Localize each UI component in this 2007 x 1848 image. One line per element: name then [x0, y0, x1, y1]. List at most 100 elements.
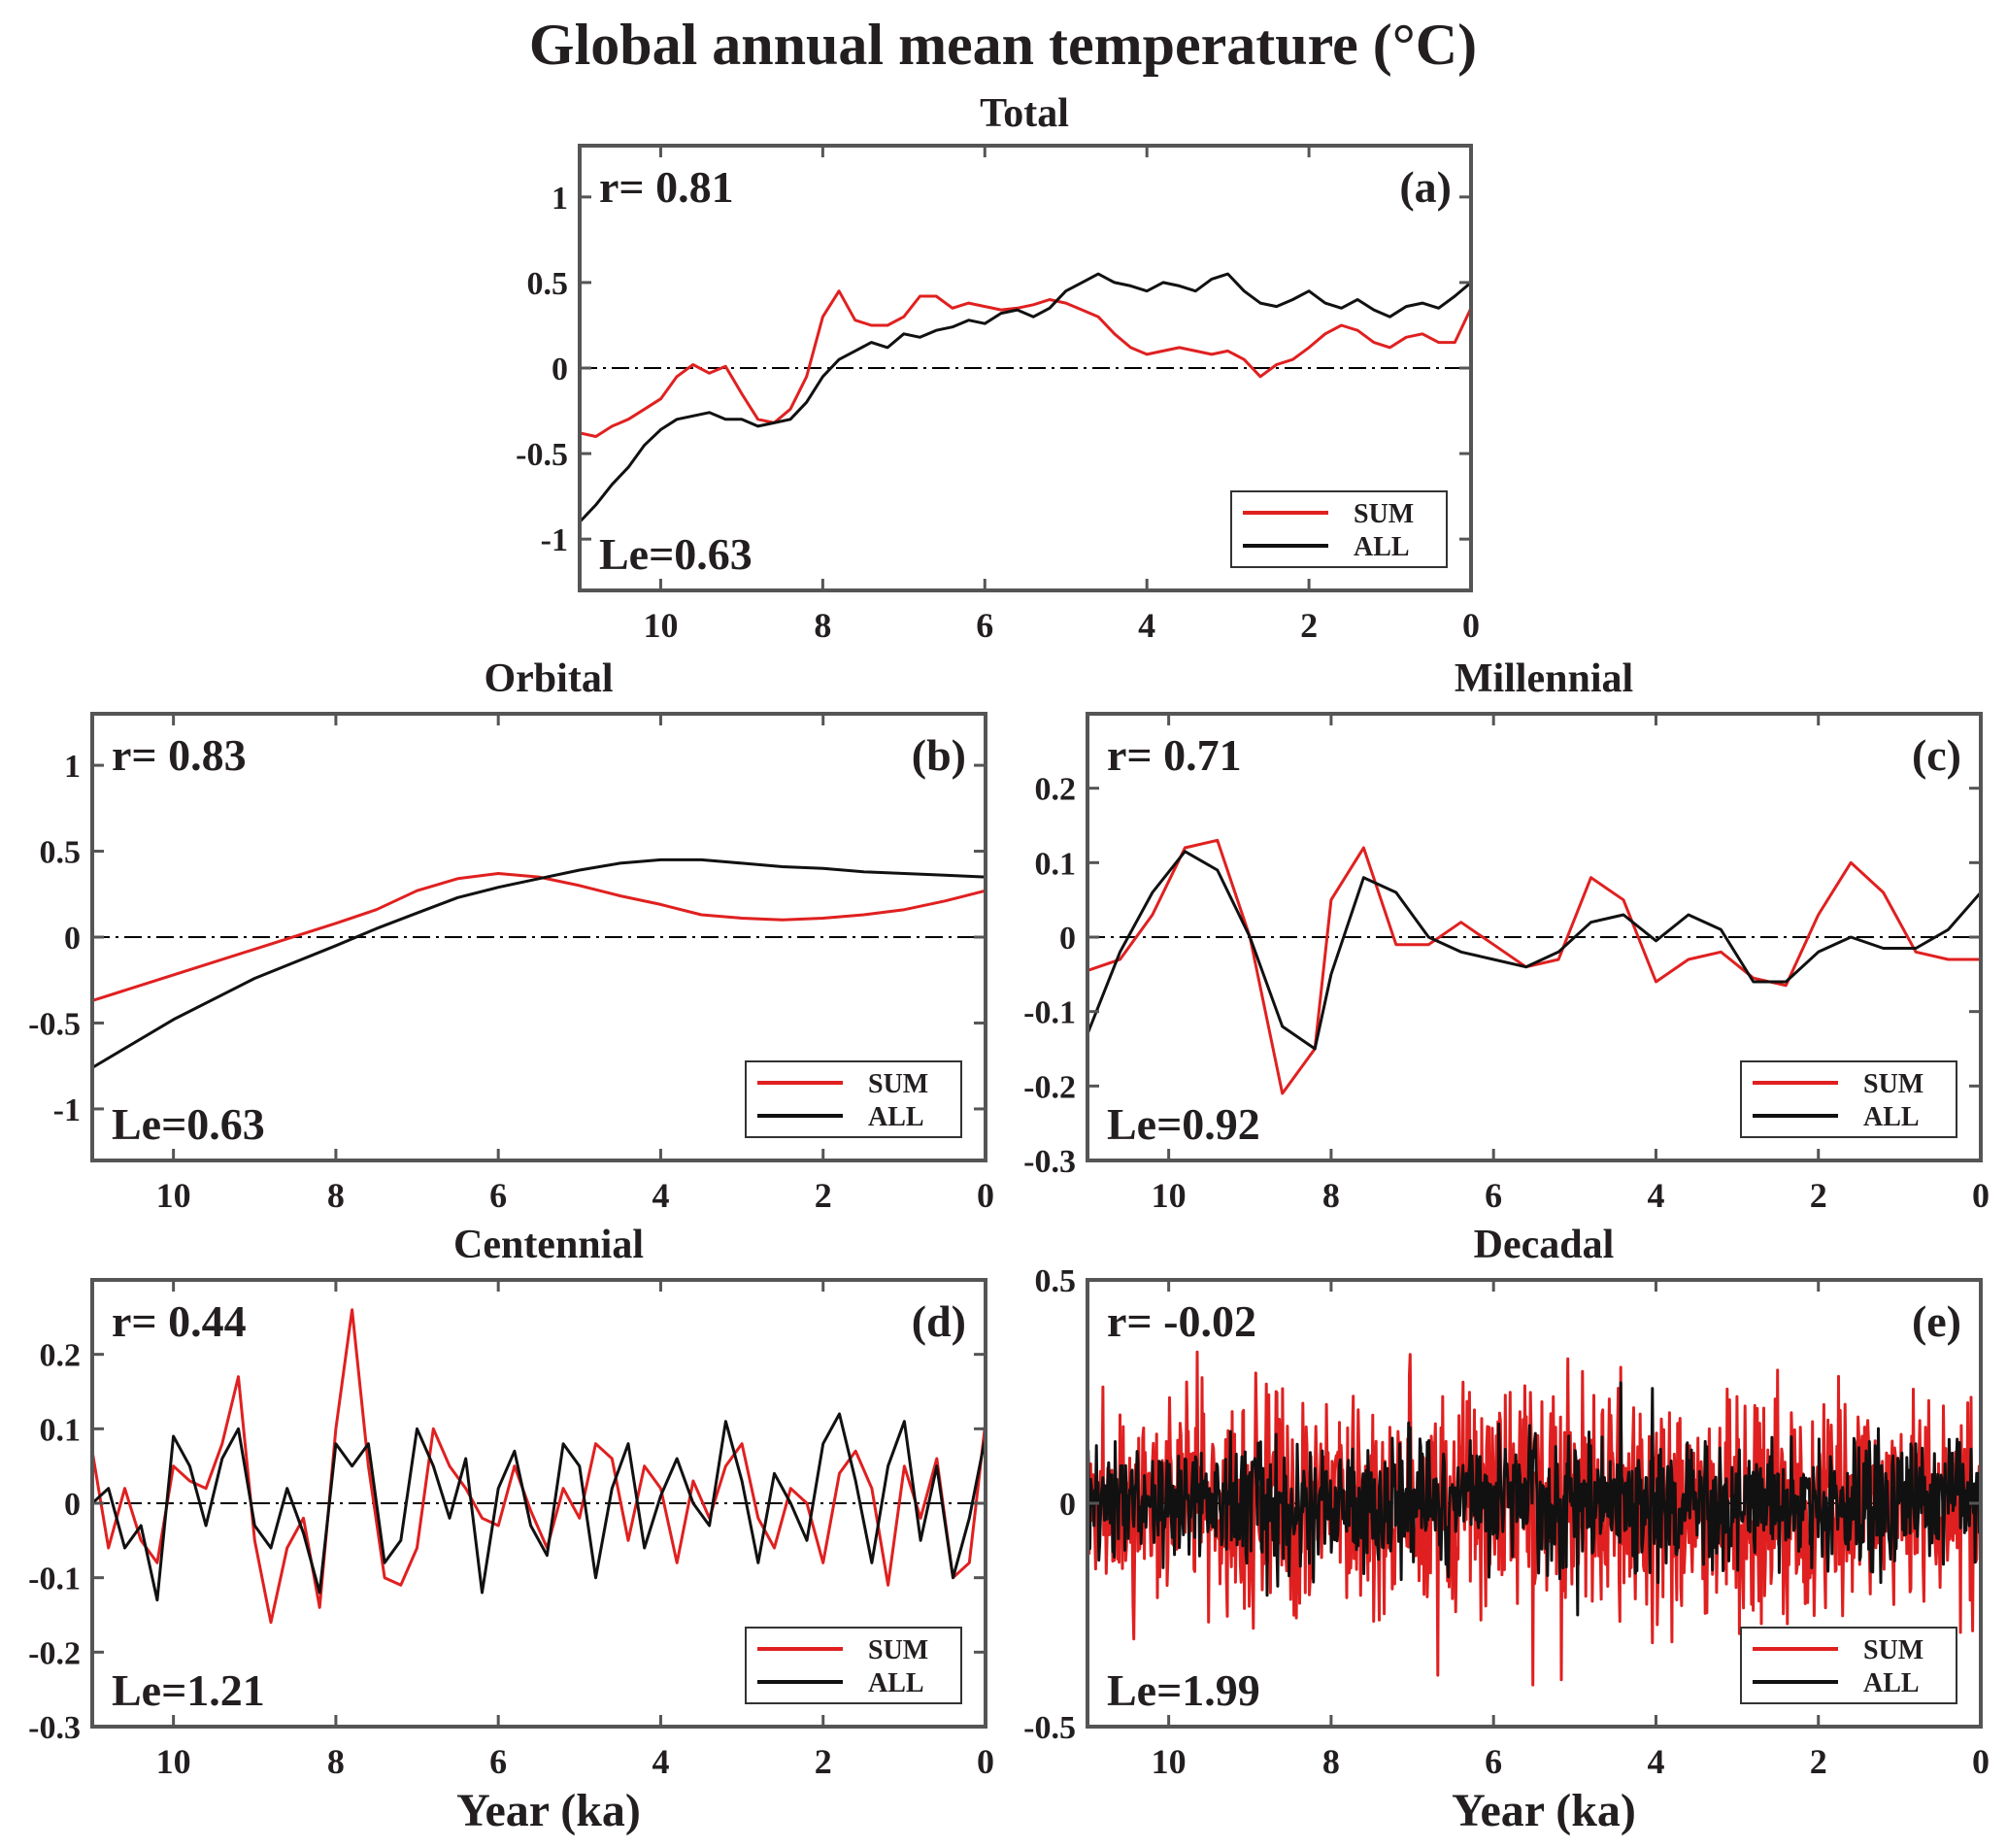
legend-label-all: ALL: [868, 1102, 924, 1132]
series-sum-line: [92, 872, 986, 1002]
panel-label: (d): [912, 1296, 966, 1346]
x-tick-label: 2: [815, 1742, 832, 1781]
x-tick-label: 8: [327, 1742, 345, 1781]
x-tick-label: 0: [977, 1742, 994, 1781]
x-tick-label: 4: [652, 1176, 669, 1215]
legend-label-all: ALL: [1354, 532, 1410, 562]
panel-e: Decadal Year (ka) 10 8 6 4 2 0 0.5 0 -0.5 r= -0.0…: [1023, 1223, 1990, 1836]
series-sum-line: [580, 289, 1471, 438]
x-tick-label: 10: [1152, 1176, 1187, 1215]
correlation-label: r= 0.81: [599, 162, 734, 212]
x-tick-label: 0: [977, 1176, 994, 1215]
correlation-label: r= -0.02: [1107, 1296, 1256, 1346]
legend-label-all: ALL: [1863, 1102, 1920, 1132]
correlation-label: r= 0.83: [112, 730, 247, 780]
legend-label-sum: SUM: [1863, 1635, 1923, 1665]
y-tick-label: -1: [53, 1092, 81, 1128]
panel-d: Centennial Year (ka) 10 8 6 4 2 0 0.2 0.1 0 -0.1 -…: [28, 1223, 994, 1836]
panel-e-xlabel: Year (ka): [1452, 1785, 1636, 1836]
y-tick-label: -0.1: [28, 1562, 81, 1597]
panel-b-title: Orbital: [485, 656, 614, 701]
y-tick-label: 0.1: [1035, 846, 1077, 882]
panel-d-xlabel: Year (ka): [456, 1785, 641, 1836]
x-tick-label: 4: [652, 1742, 669, 1781]
y-tick-label: -0.5: [516, 437, 568, 473]
x-tick-label: 10: [156, 1176, 191, 1215]
y-tick-label: 0.2: [1035, 772, 1077, 808]
series-all-line: [92, 1412, 986, 1602]
le-label: Le=0.63: [112, 1099, 265, 1149]
panel-a-title: Total: [980, 91, 1069, 136]
figure-title: Global annual mean temperature (°C): [529, 13, 1477, 77]
x-tick-label: 6: [489, 1742, 507, 1781]
legend-box: [745, 1627, 962, 1704]
y-tick-label: 0.5: [1035, 1263, 1077, 1299]
x-tick-label: 0: [1462, 606, 1480, 645]
x-tick-label: 8: [814, 606, 831, 645]
x-tick-label: 2: [1810, 1176, 1827, 1215]
y-tick-label: -0.5: [28, 1006, 81, 1042]
x-tick-label: 6: [1485, 1176, 1502, 1215]
legend-label-sum: SUM: [868, 1069, 928, 1099]
series-all-line: [1087, 850, 1981, 1051]
panel-a: Total 10 8 6 4 2 0 1 0.5 0 -0.5 -1 r= 0.81 (a) Le=0.6…: [516, 91, 1480, 645]
x-tick-label: 10: [1152, 1742, 1187, 1781]
le-label: Le=0.92: [1107, 1099, 1260, 1149]
panel-label: (a): [1399, 162, 1452, 212]
y-tick-label: -0.2: [28, 1635, 81, 1671]
legend-box: [1740, 1627, 1957, 1704]
panel-label: (e): [1912, 1296, 1961, 1346]
x-tick-label: 6: [976, 606, 993, 645]
panel-label: (c): [1912, 730, 1961, 780]
x-tick-label: 0: [1972, 1176, 1990, 1215]
y-tick-label: -0.3: [1023, 1144, 1076, 1180]
y-tick-label: -1: [541, 522, 568, 558]
legend-label-sum: SUM: [868, 1635, 928, 1665]
x-tick-label: 6: [1485, 1742, 1502, 1781]
x-tick-label: 2: [1300, 606, 1318, 645]
series-sum-line: [92, 1308, 986, 1625]
legend-label-sum: SUM: [1354, 499, 1414, 529]
correlation-label: r= 0.71: [1107, 730, 1242, 780]
panel-label: (b): [912, 730, 966, 780]
legend-box: [745, 1060, 962, 1138]
y-tick-label: -0.1: [1023, 995, 1076, 1031]
y-tick-label: -0.2: [1023, 1069, 1076, 1105]
y-tick-label: -0.5: [1023, 1710, 1076, 1746]
correlation-label: r= 0.44: [112, 1296, 247, 1346]
legend-label-all: ALL: [1863, 1668, 1920, 1698]
y-tick-label: 0: [64, 921, 81, 957]
y-tick-label: -0.3: [28, 1710, 81, 1746]
le-label: Le=0.63: [599, 529, 753, 579]
legend-box: [1740, 1060, 1957, 1138]
y-tick-label: 0: [1059, 1487, 1076, 1523]
y-tick-label: 0.5: [527, 266, 569, 302]
panel-d-title: Centennial: [453, 1223, 644, 1267]
panel-c: Millennial 10 8 6 4 2 0 0.2 0.1 0 -0.1 -0.2 -0.3 r= …: [1023, 656, 1990, 1215]
x-tick-label: 8: [1322, 1742, 1340, 1781]
x-tick-label: 8: [327, 1176, 345, 1215]
x-tick-label: 4: [1647, 1176, 1664, 1215]
x-tick-label: 6: [489, 1176, 507, 1215]
panel-c-title: Millennial: [1455, 656, 1633, 701]
series-all-line: [1087, 1381, 1981, 1617]
x-tick-label: 0: [1972, 1742, 1990, 1781]
y-tick-label: 1: [552, 181, 568, 217]
y-tick-label: 1: [64, 749, 81, 785]
x-tick-label: 2: [1810, 1742, 1827, 1781]
x-tick-label: 10: [156, 1742, 191, 1781]
panel-e-title: Decadal: [1474, 1223, 1615, 1267]
legend-label-all: ALL: [868, 1668, 924, 1698]
series-all-line: [92, 857, 986, 1069]
x-tick-label: 8: [1322, 1176, 1340, 1215]
legend-label-sum: SUM: [1863, 1069, 1923, 1099]
y-tick-label: 0: [552, 352, 568, 387]
x-tick-label: 2: [815, 1176, 832, 1215]
le-label: Le=1.21: [112, 1665, 265, 1715]
legend-box: [1230, 490, 1448, 568]
y-tick-label: 0.1: [40, 1412, 82, 1448]
x-tick-label: 4: [1138, 606, 1155, 645]
le-label: Le=1.99: [1107, 1665, 1260, 1715]
x-tick-label: 4: [1647, 1742, 1664, 1781]
